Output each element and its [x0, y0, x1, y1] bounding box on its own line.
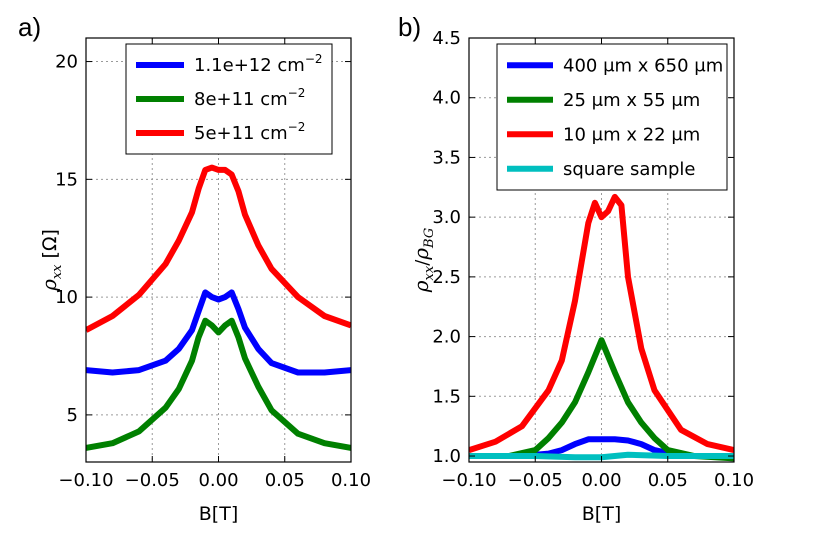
- x-tick-label: 0.05: [648, 470, 688, 491]
- x-axis-label: B[T]: [199, 503, 238, 525]
- x-axis-label: B[T]: [582, 503, 621, 525]
- y-tick-label: 2.0: [432, 327, 461, 348]
- y-tick-label: 4.5: [432, 28, 461, 49]
- y-tick-label: 3.5: [432, 147, 461, 168]
- y-tick-label: 2.5: [432, 267, 461, 288]
- series-line-2: [86, 164, 351, 333]
- legend-label: 1.1e+12 cm−2: [194, 52, 323, 76]
- x-tick-label: −0.05: [508, 470, 563, 491]
- y-tick-label: 4.0: [432, 88, 461, 109]
- legend-label: 25 μm x 55 μm: [563, 90, 700, 111]
- legend-box: [496, 43, 728, 191]
- panel-label: a): [18, 12, 41, 42]
- x-tick-label: −0.10: [58, 470, 113, 491]
- panel-a: a) −0.10 −0.05 0.00 0.05 0.10 5 10 15 20 B[T] ρxx […: [18, 12, 371, 525]
- y-tick-label: 3.0: [432, 207, 461, 228]
- x-tick-label: 0.10: [331, 470, 371, 491]
- x-tick-label: −0.10: [441, 470, 496, 491]
- x-tick-label: 0.00: [198, 470, 238, 491]
- series-line-1: [469, 337, 734, 462]
- y-tick-label: 20: [55, 52, 78, 73]
- legend-label: 5e+11 cm−2: [194, 120, 305, 144]
- panel-b: b) −0.10 −0.05 0.00 0.05 0.10 1.0 1.5 2.0 2.5 3.0 3…: [398, 12, 754, 525]
- x-tick-label: 0.05: [265, 470, 305, 491]
- legend-label: square sample: [563, 159, 696, 180]
- x-tick-label: 0.10: [714, 470, 754, 491]
- legend-label: 8e+11 cm−2: [194, 86, 305, 110]
- legend-label: 400 μm x 650 μm: [563, 55, 723, 76]
- x-tick-label: 0.00: [581, 470, 621, 491]
- legend-label: 10 μm x 22 μm: [563, 124, 700, 145]
- y-axis-label: ρxx [Ω]: [37, 229, 65, 292]
- y-axis-label: ρxx/ρBG: [409, 228, 437, 293]
- series-line-0: [86, 289, 351, 376]
- x-tick-label: −0.05: [125, 470, 180, 491]
- y-tick-label: 15: [55, 169, 78, 190]
- y-tick-label: 5: [67, 405, 78, 426]
- y-tick-label: 1.0: [432, 446, 461, 467]
- series-line-1: [86, 317, 351, 451]
- panel-label: b): [398, 12, 421, 42]
- y-tick-label: 10: [55, 287, 78, 308]
- y-tick-label: 1.5: [432, 386, 461, 407]
- series-line-2: [469, 193, 734, 454]
